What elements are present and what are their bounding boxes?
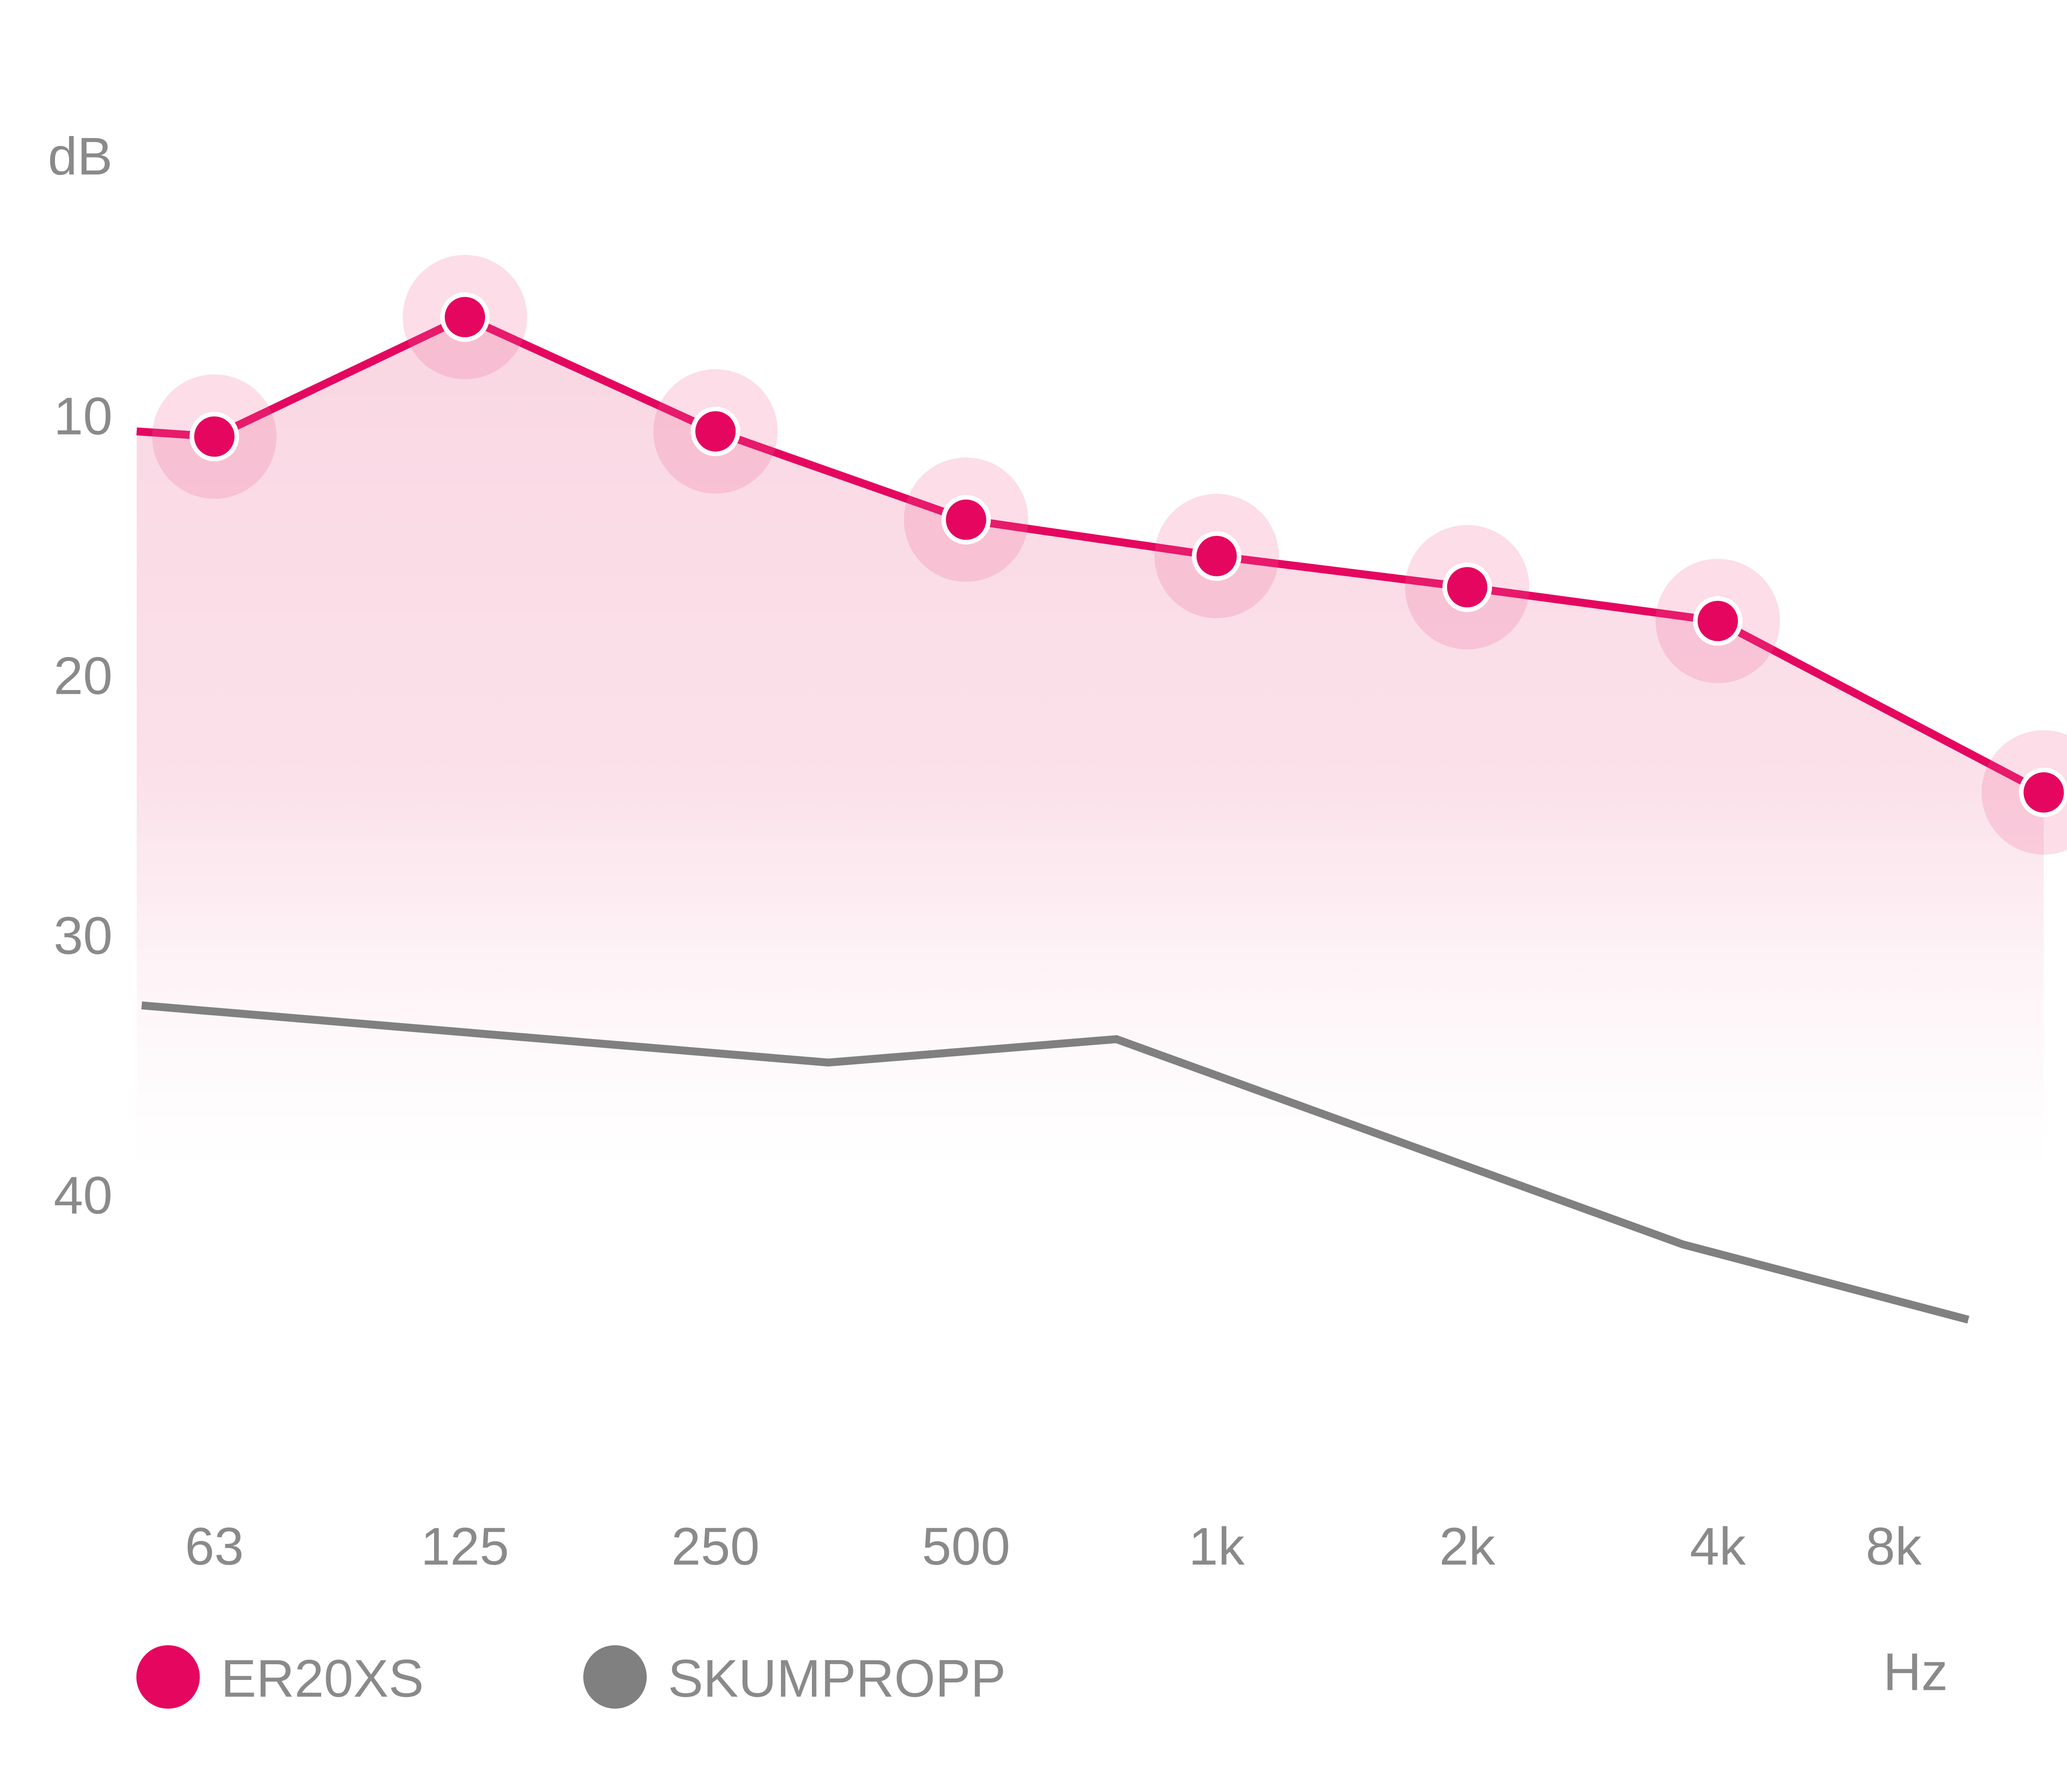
skumpropp-line <box>141 1001 1969 1324</box>
y-tick-label: 40 <box>54 1166 112 1225</box>
x-tick-label: 63 <box>185 1517 243 1576</box>
er20xs-area <box>136 317 2044 1169</box>
y-tick-label: 10 <box>54 387 112 446</box>
legend: ER20XS SKUMPROPP <box>136 1645 1006 1709</box>
legend-swatch-er20xs <box>136 1645 200 1709</box>
data-point-1k <box>1192 531 1241 581</box>
x-axis-label: Hz <box>1883 1643 1948 1702</box>
x-tick-label: 2k <box>1439 1517 1496 1576</box>
y-tick-label: dB <box>48 127 113 186</box>
x-tick-label: 500 <box>922 1517 1010 1576</box>
x-tick-label: 1k <box>1189 1517 1245 1576</box>
data-point-2k <box>1442 562 1492 612</box>
x-tick-label: 250 <box>671 1517 759 1576</box>
data-point-125 <box>440 292 490 342</box>
y-tick-labels: dB 10 20 30 40 <box>48 127 113 1225</box>
x-tick-label: 4k <box>1690 1517 1746 1576</box>
y-tick-label: 30 <box>54 906 112 965</box>
data-point-250 <box>690 406 740 456</box>
legend-label-skumpropp: SKUMPROPP <box>668 1649 1006 1708</box>
er20xs-fill <box>136 317 2044 1169</box>
x-tick-label: 8k <box>1866 1517 1922 1576</box>
x-tick-label: 125 <box>421 1517 509 1576</box>
legend-swatch-skumpropp <box>583 1645 647 1709</box>
legend-label-er20xs: ER20XS <box>221 1649 424 1708</box>
er20xs-markers <box>152 255 2067 855</box>
data-point-4k <box>1693 596 1743 646</box>
data-point-8k <box>2019 767 2067 817</box>
data-point-63 <box>189 411 239 461</box>
data-point-500 <box>941 495 991 545</box>
y-tick-label: 20 <box>54 647 112 706</box>
x-tick-labels: 63 125 250 500 1k 2k 4k 8k <box>185 1517 1922 1576</box>
